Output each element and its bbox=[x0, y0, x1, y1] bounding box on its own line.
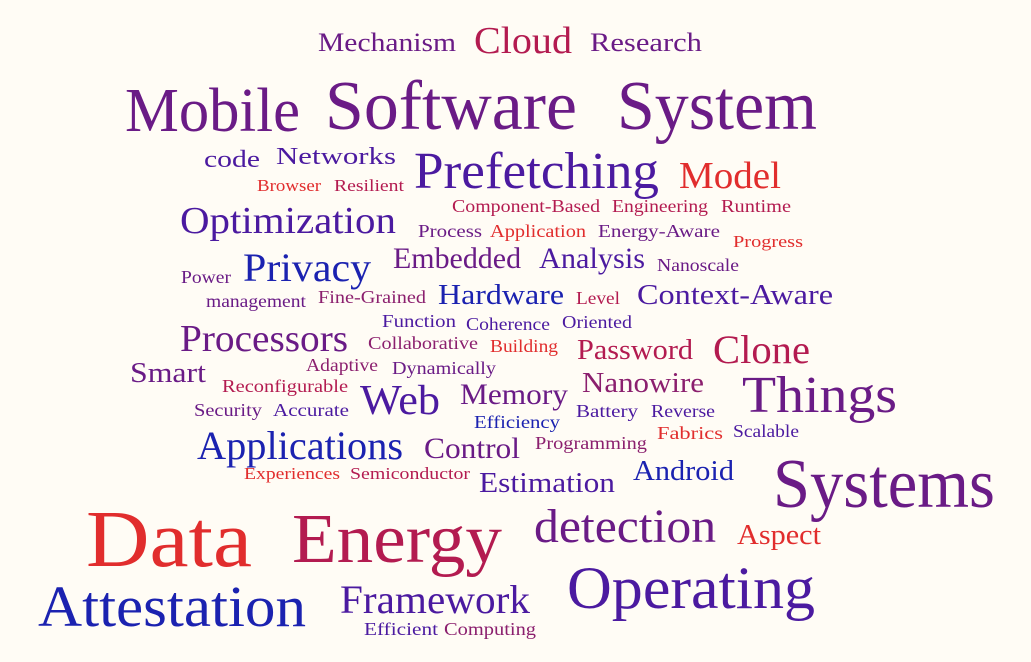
word-mobile: Mobile bbox=[125, 77, 300, 145]
word-energy: Energy bbox=[292, 501, 502, 578]
word-management: management bbox=[206, 291, 306, 311]
word-level: Level bbox=[576, 288, 621, 308]
word-nanoscale: Nanoscale bbox=[657, 255, 740, 275]
word-resilient: Resilient bbox=[334, 176, 405, 195]
word-component-based: Component-Based bbox=[452, 196, 601, 216]
word-progress: Progress bbox=[733, 232, 803, 251]
word-function: Function bbox=[382, 311, 457, 331]
word-security: Security bbox=[194, 400, 262, 420]
word-coherence: Coherence bbox=[466, 314, 550, 334]
word-password: Password bbox=[577, 335, 694, 366]
word-semiconductor: Semiconductor bbox=[350, 464, 471, 483]
word-operating: Operating bbox=[567, 555, 816, 621]
word-building: Building bbox=[490, 336, 558, 356]
word-web: Web bbox=[360, 378, 441, 424]
word-applications: Applications bbox=[197, 423, 404, 468]
word-clone: Clone bbox=[713, 327, 810, 372]
word-efficiency: Efficiency bbox=[474, 412, 560, 432]
word-efficient: Efficient bbox=[364, 619, 438, 639]
word-context-aware: Context-Aware bbox=[637, 280, 834, 311]
word-mechanism: Mechanism bbox=[318, 28, 457, 57]
word-programming: Programming bbox=[535, 433, 647, 453]
word-research: Research bbox=[590, 28, 702, 57]
word-fine-grained: Fine-Grained bbox=[318, 287, 426, 307]
word-scalable: Scalable bbox=[733, 421, 799, 441]
word-reconfigurable: Reconfigurable bbox=[222, 376, 349, 396]
word-experiences: Experiences bbox=[244, 464, 341, 483]
word-optimization: Optimization bbox=[180, 200, 396, 242]
word-battery: Battery bbox=[576, 401, 638, 421]
word-cloud: Cloud bbox=[474, 20, 573, 62]
word-hardware: Hardware bbox=[438, 280, 565, 311]
word-processors: Processors bbox=[180, 318, 349, 360]
word-attestation: Attestation bbox=[38, 574, 307, 639]
word-smart: Smart bbox=[130, 358, 206, 389]
word-detection: detection bbox=[534, 500, 717, 553]
word-things: Things bbox=[742, 367, 897, 424]
word-accurate: Accurate bbox=[273, 400, 349, 420]
word-framework: Framework bbox=[340, 577, 530, 622]
word-model: Model bbox=[679, 155, 781, 197]
word-control: Control bbox=[424, 432, 520, 465]
word-embedded: Embedded bbox=[393, 242, 522, 275]
word-fabrics: Fabrics bbox=[657, 423, 723, 443]
word-estimation: Estimation bbox=[479, 468, 616, 499]
word-networks: Networks bbox=[276, 144, 397, 170]
word-system: System bbox=[617, 68, 817, 145]
word-oriented: Oriented bbox=[562, 312, 632, 332]
word-data: Data bbox=[86, 496, 252, 584]
word-systems: Systems bbox=[773, 446, 995, 523]
word-collaborative: Collaborative bbox=[368, 333, 479, 353]
word-computing: Computing bbox=[444, 619, 537, 639]
word-engineering: Engineering bbox=[612, 196, 708, 216]
word-adaptive: Adaptive bbox=[306, 355, 378, 375]
word-android: Android bbox=[633, 456, 734, 487]
word-privacy: Privacy bbox=[243, 245, 372, 290]
word-application: Application bbox=[490, 221, 587, 241]
word-browser: Browser bbox=[257, 176, 322, 195]
word-runtime: Runtime bbox=[721, 196, 791, 216]
word-process: Process bbox=[418, 221, 483, 241]
word-power: Power bbox=[181, 267, 232, 287]
word-energy-aware: Energy-Aware bbox=[598, 221, 720, 241]
word-prefetching: Prefetching bbox=[414, 143, 659, 200]
word-analysis: Analysis bbox=[539, 242, 646, 275]
word-memory: Memory bbox=[460, 378, 568, 411]
word-aspect: Aspect bbox=[737, 520, 821, 551]
word-software: Software bbox=[325, 68, 577, 145]
word-code: code bbox=[204, 147, 261, 173]
word-nanowire: Nanowire bbox=[582, 368, 704, 399]
word-dynamically: Dynamically bbox=[392, 358, 496, 378]
word-reverse: Reverse bbox=[651, 401, 716, 421]
